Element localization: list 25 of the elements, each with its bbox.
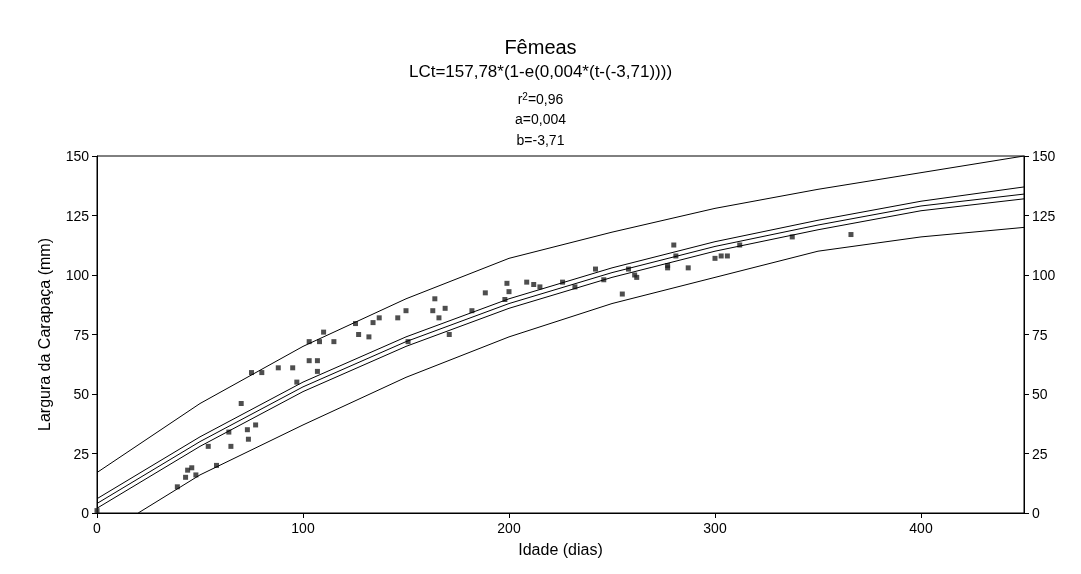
y2-tick-label: 150 — [1032, 148, 1056, 164]
x-axis-title: Idade (dias) — [518, 540, 603, 558]
y-tick-label: 150 — [65, 148, 90, 164]
y2-tick-label: 0 — [1032, 505, 1040, 521]
y2-tick-label: 125 — [1032, 207, 1056, 224]
y-tick-label: 0 — [81, 505, 90, 521]
y-tick-label: 125 — [65, 207, 90, 224]
y2-tick-label: 25 — [1032, 445, 1048, 462]
x-tick-label: 400 — [909, 520, 933, 536]
y-tick-label: 50 — [73, 386, 90, 402]
chart-subtitle: LCt=157,78*(1-e(0,004*(t-(-3,71)))) — [408, 62, 673, 81]
x-tick-label: 100 — [291, 520, 315, 536]
x-tick-label: 200 — [497, 520, 521, 536]
text: a=0,004 — [515, 111, 567, 127]
y-axis-title: Largura da Carapaça (mm) — [35, 238, 53, 431]
y-tick-label: 25 — [73, 445, 90, 462]
chart-title: Fêmeas — [504, 36, 577, 58]
y-tick-label: 75 — [73, 326, 90, 343]
text: b=-3,71 — [516, 132, 565, 148]
x-tick-label: 300 — [703, 520, 727, 536]
y2-tick-label: 50 — [1032, 386, 1048, 402]
x-tick-label: 0 — [93, 520, 102, 536]
y2-tick-label: 100 — [1032, 267, 1056, 283]
y2-tick-label: 75 — [1032, 326, 1048, 343]
y-tick-label: 100 — [65, 267, 90, 283]
